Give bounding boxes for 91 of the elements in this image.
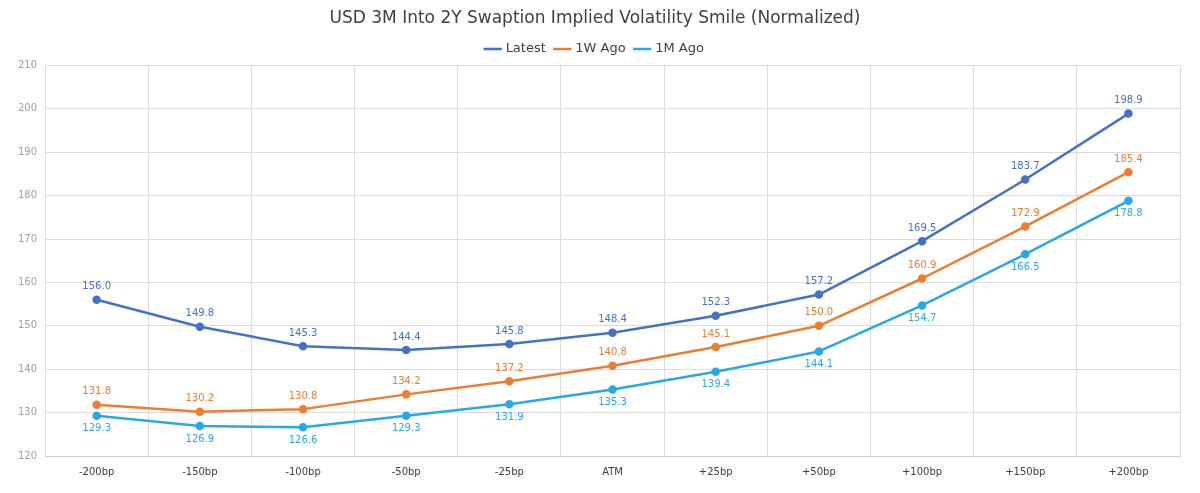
y-tick-label: 170 [17,232,38,244]
data-label: 144.1 [804,358,834,369]
data-label: 144.4 [391,330,421,342]
y-tick-label: 160 [17,275,38,287]
x-tick-label: -50bp [391,465,421,477]
data-label: 129.3 [391,422,421,434]
point [298,423,308,432]
point [711,311,720,321]
point [505,400,514,409]
y-tick-label: 140 [17,362,38,374]
data-label: 137.2 [495,361,524,373]
x-tick-label: -100bp [285,465,321,477]
data-label: 178.8 [1114,207,1143,219]
point [1020,175,1030,184]
x-tick-label: -150bp [182,465,218,477]
data-label: 156.0 [82,280,111,292]
data-label: 160.9 [907,259,937,271]
x-tick-label: +150bp [1005,465,1046,477]
data-label: 154.7 [907,312,937,323]
point [1124,167,1133,177]
point [401,390,411,399]
point [505,339,514,349]
point [1020,249,1030,259]
point [92,411,101,420]
legend-label: 1W Ago [575,40,626,56]
point [711,367,720,377]
data-label: 140.8 [598,346,627,358]
point [92,400,101,410]
y-tick-label: 130 [17,406,38,418]
point [505,377,514,386]
data-label: 149.8 [185,307,215,319]
x-tick-label: -200bp [78,465,115,477]
point [608,361,617,370]
point [195,407,205,416]
data-label: 145.3 [288,326,318,338]
y-tick-label: 180 [17,189,38,201]
point [298,404,308,414]
point [1124,109,1133,118]
point [814,321,824,331]
point [401,411,411,420]
data-label: 130.2 [185,392,215,404]
data-label: 198.9 [1114,94,1143,106]
point [92,295,101,305]
data-label: 126.6 [288,433,318,445]
point [917,236,927,246]
data-label: 145.1 [701,327,731,339]
data-label: 139.4 [701,378,731,390]
data-label: 166.5 [1010,260,1040,272]
y-tick-label: 120 [17,449,38,461]
data-label: 131.8 [82,385,111,397]
x-tick-label: +200bp [1108,465,1149,477]
data-label: 157.2 [804,275,834,287]
data-label: 185.4 [1114,152,1143,164]
point [814,290,824,299]
y-tick-label: 200 [17,102,38,114]
point [711,342,720,352]
x-tick-label: +50bp [801,465,836,477]
x-tick-label: +100bp [901,465,943,477]
data-label: 183.7 [1010,160,1040,172]
point [608,385,617,394]
data-label: 130.8 [288,389,318,401]
point [814,347,824,356]
y-tick-label: 210 [17,58,38,70]
data-label: 129.3 [82,422,111,434]
point [917,274,927,283]
data-label: 150.0 [804,306,834,318]
x-tick-label: -25bp [494,465,524,477]
data-label: 148.4 [598,313,627,325]
point [917,301,927,310]
x-tick-label: +25bp [698,465,733,477]
point [608,328,617,337]
y-tick-label: 150 [17,319,38,331]
data-label: 131.9 [495,410,524,422]
data-label: 134.2 [391,374,421,386]
point [401,345,411,355]
point [298,341,308,351]
point [195,421,205,431]
x-tick-label: ATM [602,465,623,477]
y-tick-label: 190 [17,145,38,157]
point [1124,196,1133,206]
data-label: 135.3 [598,396,627,408]
data-label: 169.5 [907,221,937,233]
point [195,322,205,331]
legend-label: Latest [505,40,546,56]
chart-title: USD 3M Into 2Y Swaption Implied Volatility Smile (Normalized) [329,6,861,27]
data-label: 145.8 [495,324,524,336]
point [1020,222,1030,231]
data-label: 152.3 [701,296,731,308]
data-label: 172.9 [1010,207,1040,219]
legend-label: 1M Ago [655,40,704,56]
data-label: 126.9 [185,432,215,444]
